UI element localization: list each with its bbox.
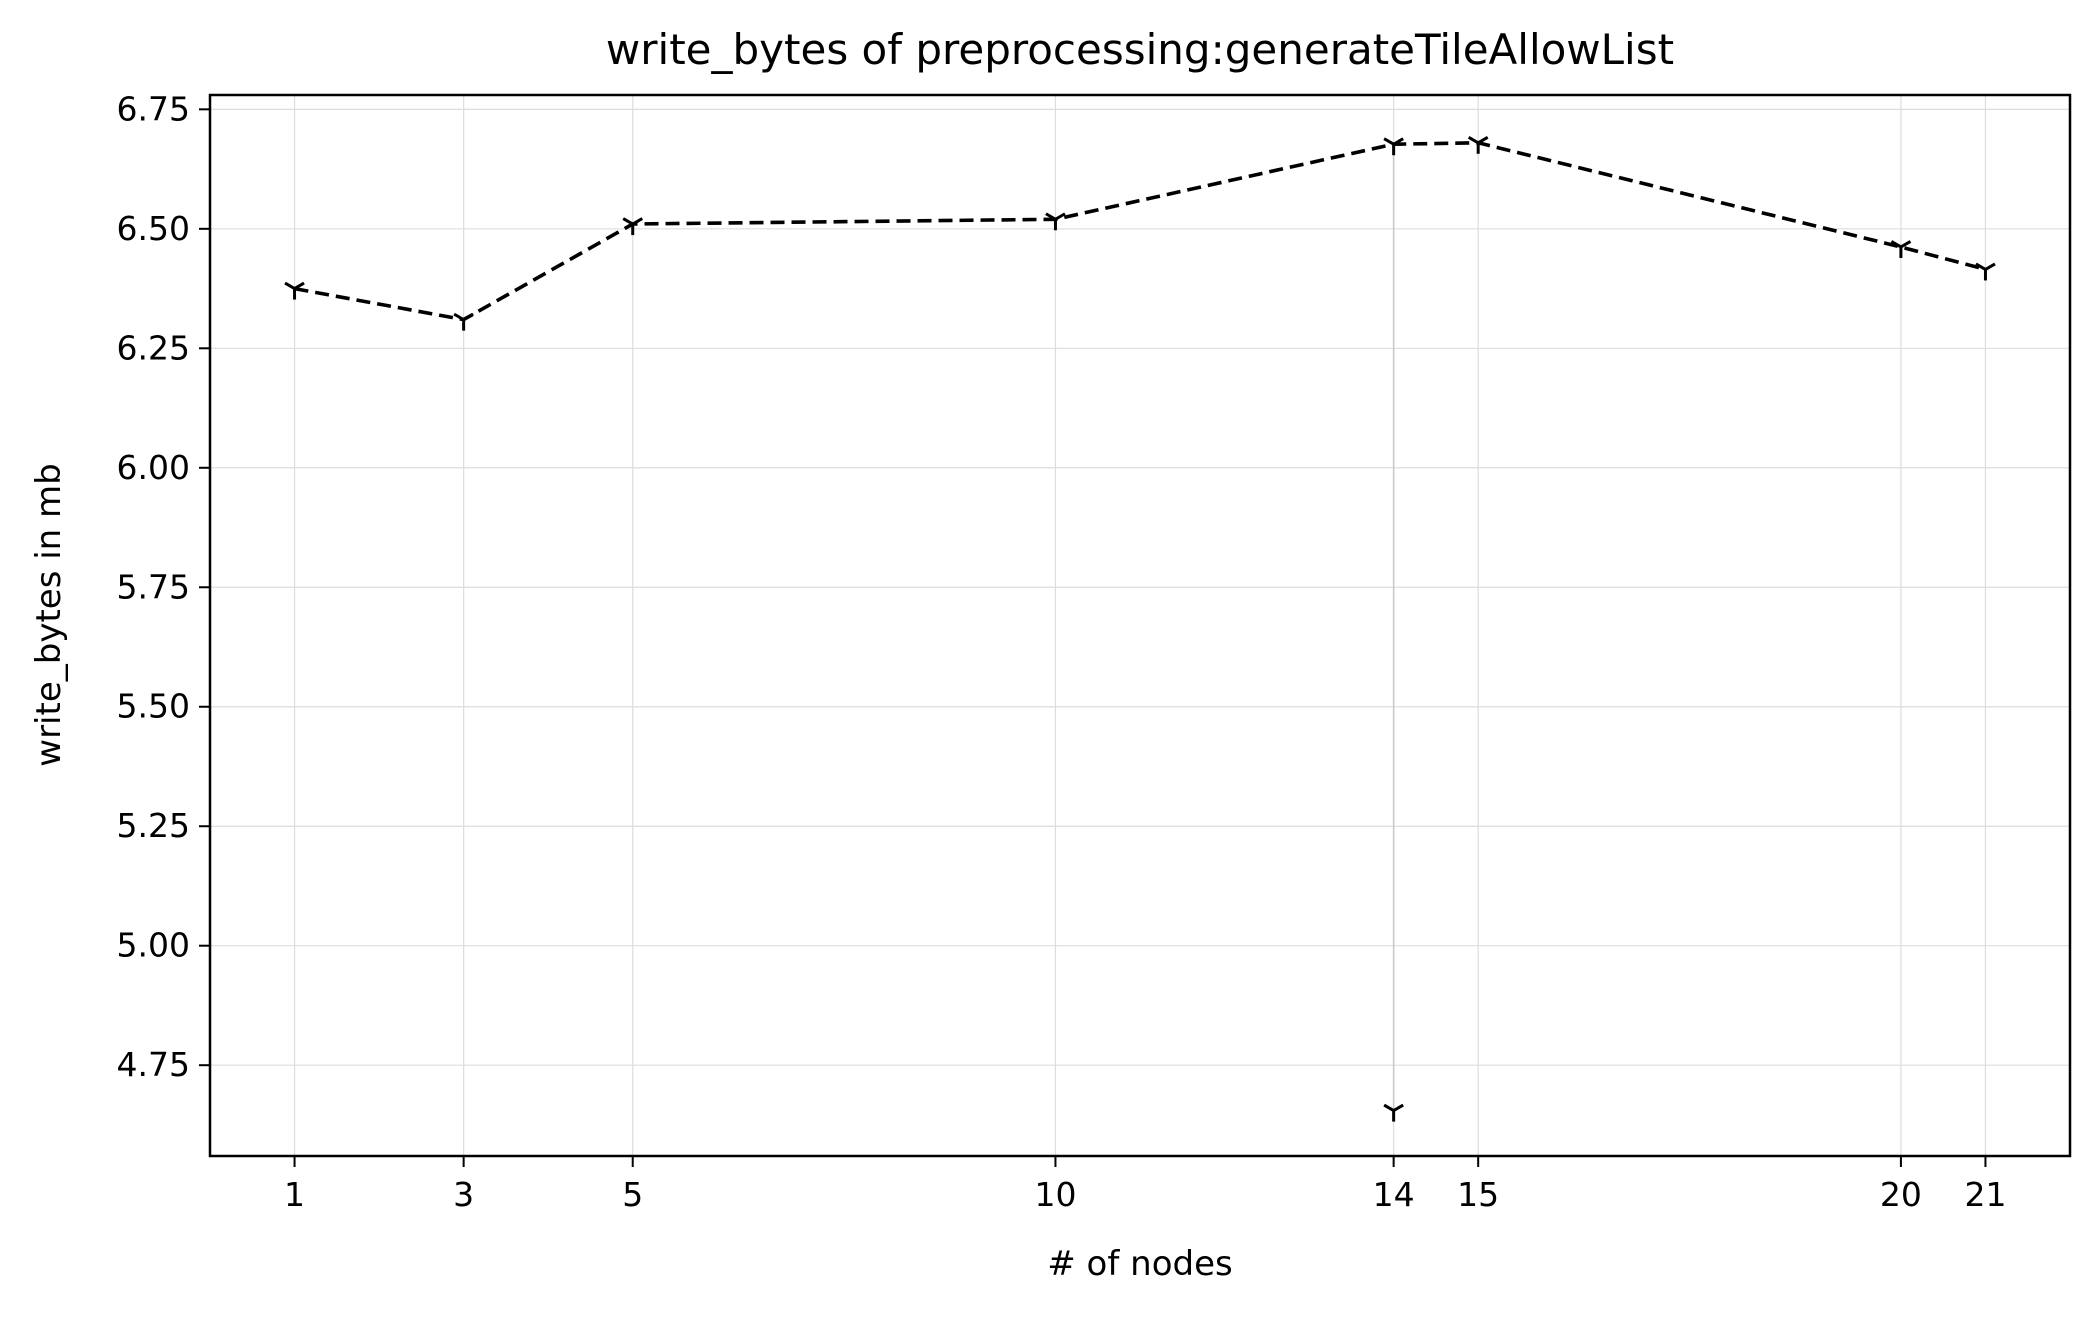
x-axis-label: # of nodes [1047, 1244, 1232, 1284]
series-line [294, 141, 1986, 322]
marker-stroke [1890, 240, 1902, 249]
data-point-marker [1890, 240, 1912, 258]
y-tick-label: 5.00 [117, 926, 190, 965]
marker-stroke [1975, 262, 1987, 271]
y-axis-ticks: 4.75 5.00 5.25 5.50 5.75 6.00 6.25 6.50 6.75 [117, 89, 210, 1084]
marker-stroke [462, 312, 474, 321]
marker-stroke [284, 281, 296, 290]
x-tick-label: 15 [1457, 1175, 1499, 1214]
y-tick-label: 6.25 [117, 328, 190, 367]
marker-stroke [453, 312, 465, 321]
data-point-marker [453, 312, 474, 331]
marker-stroke [1383, 137, 1395, 146]
series [294, 141, 1986, 322]
data-point-marker [1467, 135, 1489, 154]
marker-stroke [1045, 212, 1057, 221]
marker-stroke [1392, 137, 1404, 146]
outlier-point-marker [1383, 1103, 1404, 1122]
y-tick-label: 6.00 [117, 448, 190, 487]
markers [284, 135, 1996, 1122]
marker-stroke [293, 281, 305, 290]
y-tick-label: 6.50 [117, 209, 190, 248]
marker-stroke [1467, 135, 1479, 145]
data-point-marker [284, 281, 305, 300]
y-tick-label: 5.50 [117, 687, 190, 726]
marker-stroke [1383, 1103, 1395, 1112]
data-point-marker [1975, 262, 1996, 281]
marker-stroke [1392, 1103, 1404, 1112]
x-tick-label: 3 [453, 1175, 474, 1214]
marker-stroke [1477, 135, 1489, 145]
x-tick-label: 20 [1880, 1175, 1922, 1214]
chart-title: write_bytes of preprocessing:generateTil… [606, 25, 1674, 74]
x-axis-ticks: 1 3 5 10 14 15 20 21 [284, 1156, 2006, 1214]
x-tick-label: 21 [1964, 1175, 2006, 1214]
y-tick-label: 4.75 [117, 1045, 190, 1084]
marker-stroke [622, 217, 634, 226]
marker-stroke [1984, 262, 1996, 271]
data-point-marker [1045, 212, 1066, 231]
y-tick-label: 6.75 [117, 89, 190, 128]
x-tick-label: 10 [1034, 1175, 1076, 1214]
y-tick-label: 5.25 [117, 806, 190, 845]
plot-frame [208, 93, 2072, 1158]
y-tick-label: 5.75 [117, 567, 190, 606]
marker-stroke [1900, 240, 1912, 249]
marker-stroke [631, 217, 644, 226]
marker-stroke [1054, 212, 1066, 221]
y-axis-label: write_bytes in mb [29, 463, 69, 766]
data-point-marker [1383, 137, 1404, 156]
x-tick-label: 14 [1373, 1175, 1415, 1214]
x-tick-label: 5 [622, 1175, 643, 1214]
x-tick-label: 1 [284, 1175, 305, 1214]
data-point-marker [622, 217, 644, 236]
grid [210, 95, 2070, 1156]
